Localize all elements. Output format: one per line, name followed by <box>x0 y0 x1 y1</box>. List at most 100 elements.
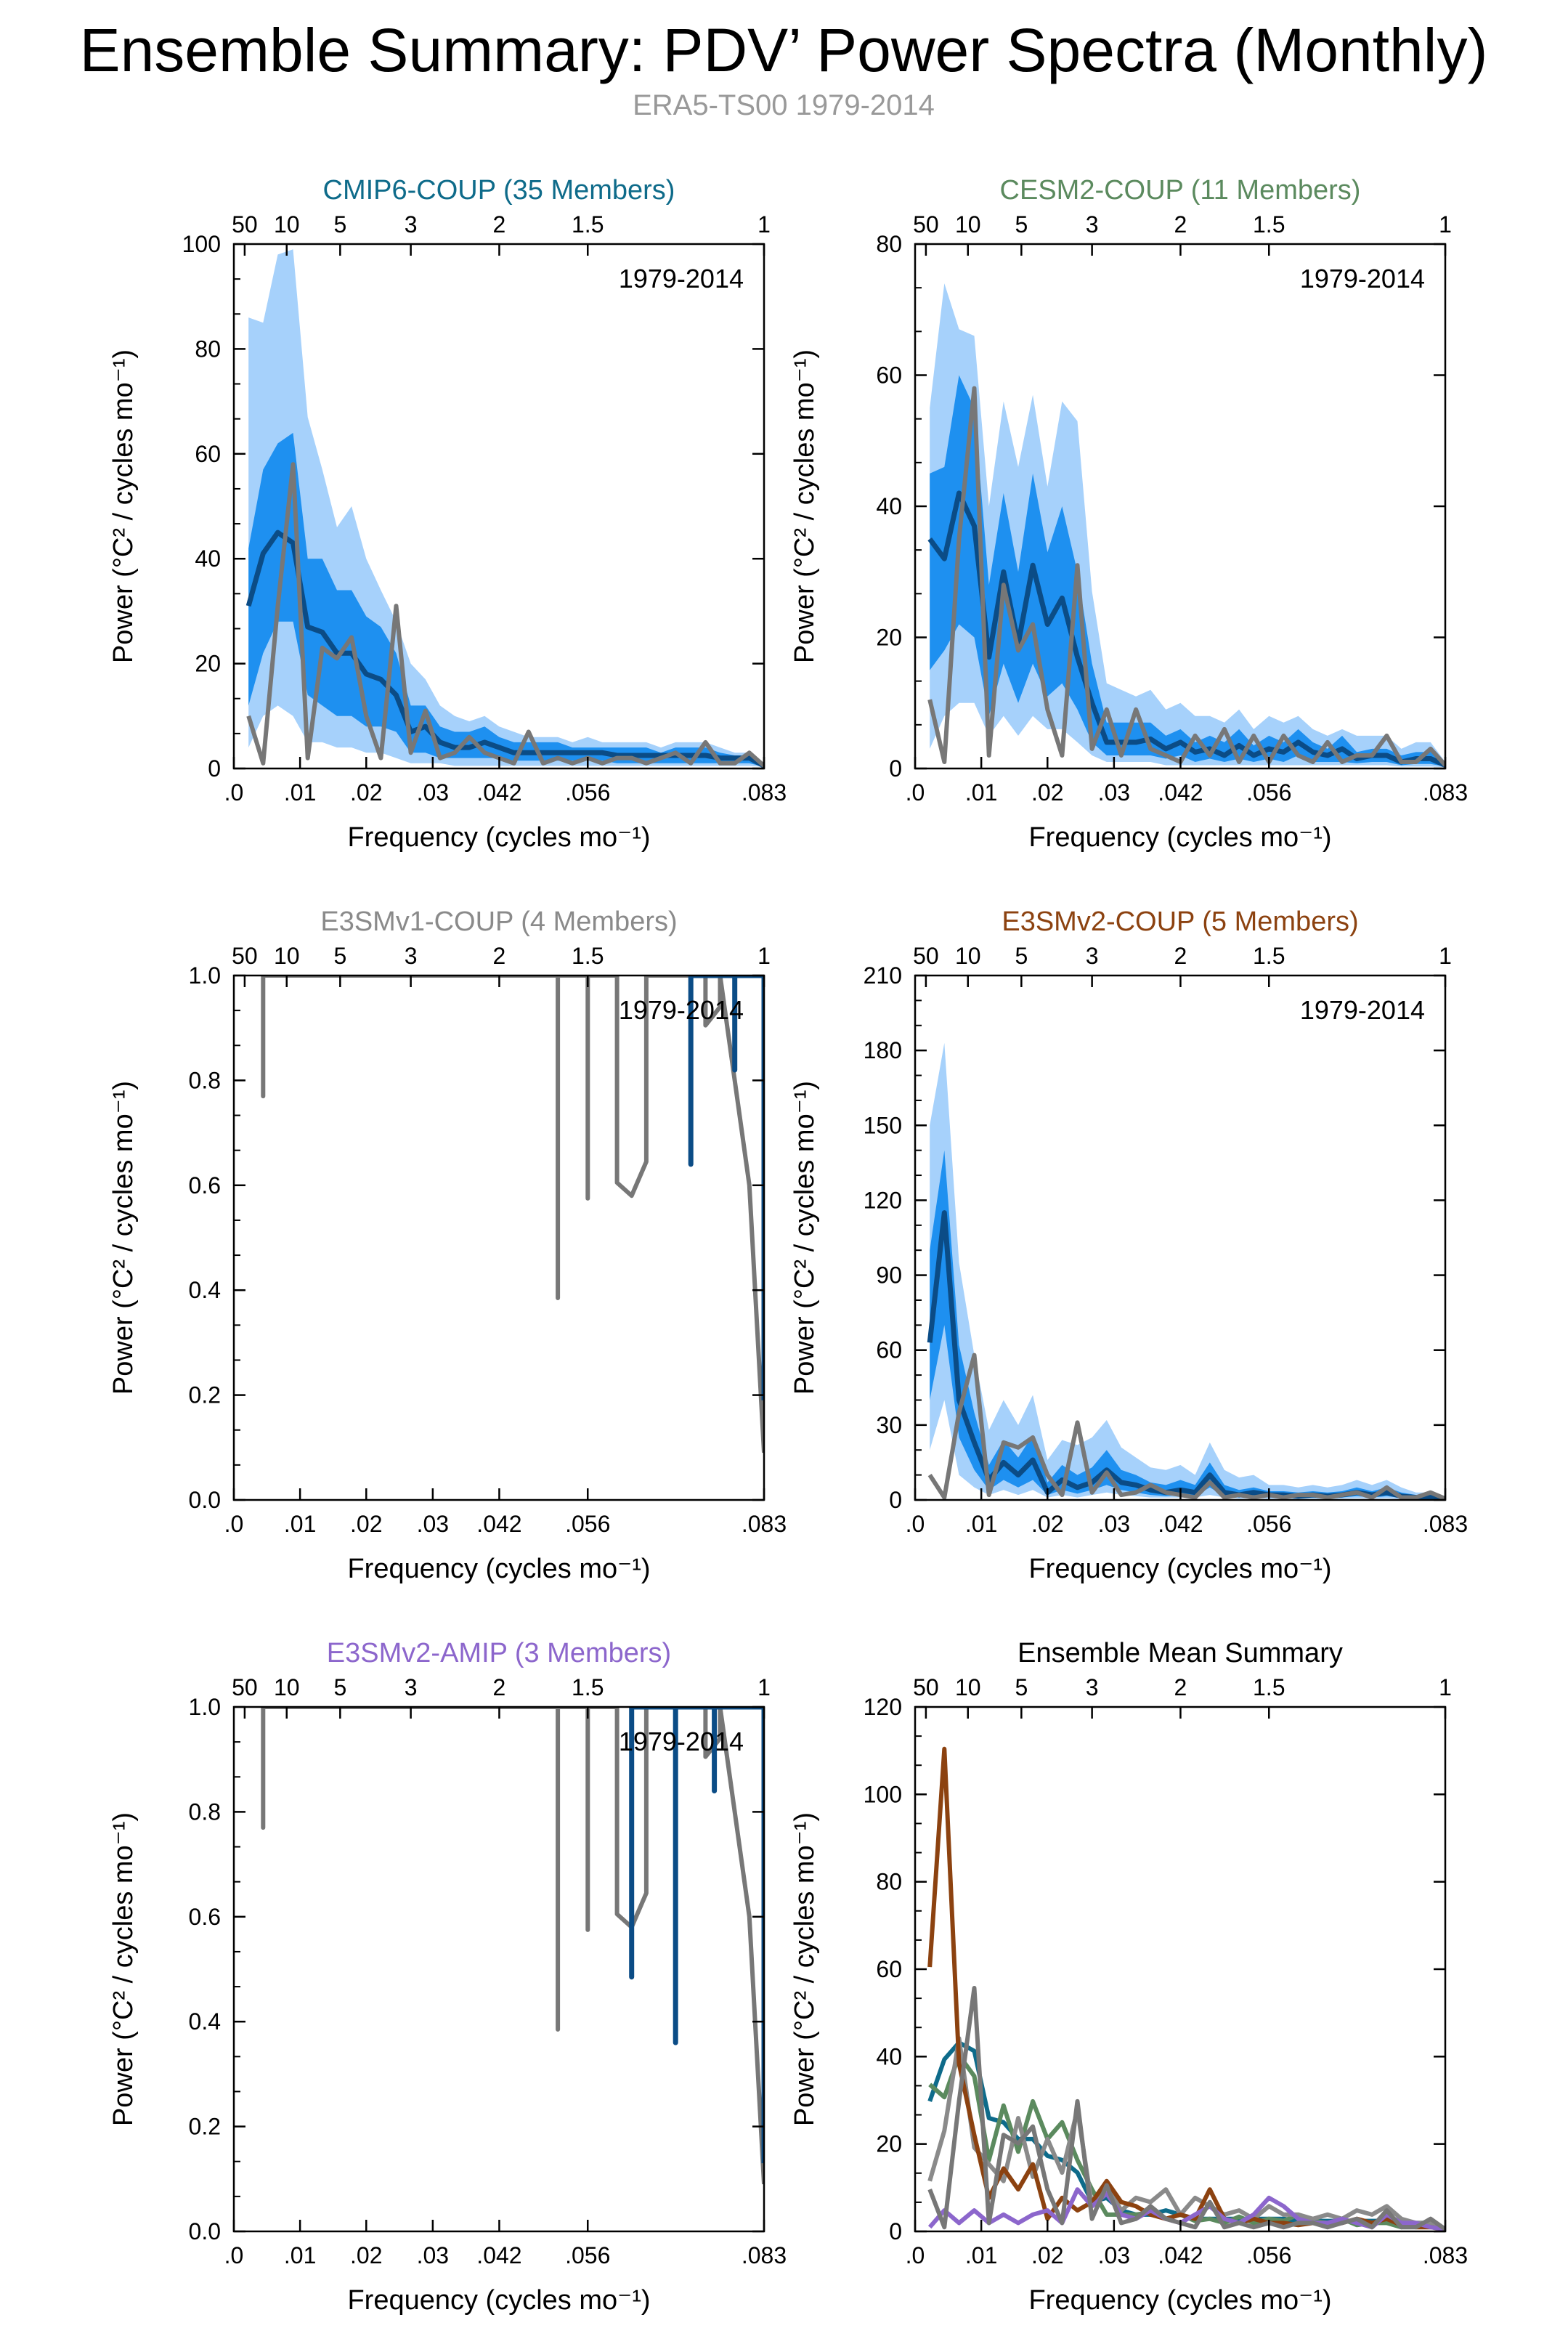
x-tick-label: .02 <box>1031 779 1063 806</box>
y-tick-label: 90 <box>876 1262 902 1289</box>
y-axis-label: Power (°C² / cycles mo⁻¹) <box>789 1812 820 2126</box>
x-tick-label: .03 <box>417 779 449 806</box>
plot-frame <box>914 1706 1447 2233</box>
top-tick-label: 1.5 <box>572 1674 604 1700</box>
top-tick-label: 50 <box>232 211 258 238</box>
y-axis-label: Power (°C² / cycles mo⁻¹) <box>108 349 139 663</box>
top-tick-label: 1.5 <box>1253 943 1285 969</box>
top-tick-label: 50 <box>232 943 258 969</box>
x-tick-label: .02 <box>350 1511 382 1537</box>
chart-panel-e3smv2_amip: 0.0 0.2 0.4 0.6 0.8 1.0 .0 .01 .02 .03 .042 .056 .08… <box>108 1638 787 2316</box>
spread-band-inner <box>248 432 764 767</box>
chart-panel-summary: 0 20 40 60 80 100 120 .0 .01 .02 .03 .042 .056 .083 50… <box>789 1638 1468 2316</box>
plot-area <box>927 1042 1445 1500</box>
x-tick-label: .01 <box>284 779 316 806</box>
y-tick-label: 20 <box>195 651 221 677</box>
plot-area <box>261 976 764 1453</box>
x-tick-label: .0 <box>906 779 925 806</box>
y-tick-label: 80 <box>876 231 902 257</box>
top-tick-label: 1 <box>757 1674 771 1700</box>
y-tick-label: 120 <box>864 1187 902 1213</box>
y-tick-label: 0.4 <box>189 2008 221 2035</box>
y-tick-label: 0.0 <box>189 1487 221 1513</box>
top-tick-label: 2 <box>493 211 506 238</box>
spread-band-outer <box>930 1042 1445 1500</box>
x-axis-label: Frequency (cycles mo⁻¹) <box>347 2285 650 2316</box>
x-tick-label: .042 <box>1158 1511 1203 1537</box>
y-tick-label: 0.8 <box>189 1798 221 1825</box>
series-line-e3smv2_amip <box>927 2187 1445 2231</box>
x-tick-label: .056 <box>565 2242 610 2268</box>
top-tick-label: 1.5 <box>1253 1674 1285 1700</box>
series-line-observed <box>261 976 764 1453</box>
period-label: 1979-2014 <box>619 995 744 1025</box>
y-tick-label: 0 <box>889 1487 902 1513</box>
series-line-ensemble_mean <box>629 1707 764 2164</box>
y-axis-label: Power (°C² / cycles mo⁻¹) <box>789 349 820 663</box>
x-tick-label: .0 <box>224 1511 244 1537</box>
x-tick-label: .083 <box>1423 1511 1468 1537</box>
y-tick-label: 180 <box>864 1037 902 1063</box>
figure-subtitle: ERA5-TS00 1979-2014 <box>633 89 935 121</box>
y-tick-label: 0 <box>889 2218 902 2244</box>
plot-frame <box>232 974 765 1501</box>
x-tick-label: .056 <box>1246 1511 1291 1537</box>
period-label: 1979-2014 <box>619 1727 744 1756</box>
x-tick-label: .0 <box>906 1511 925 1537</box>
y-tick-label: 0.8 <box>189 1067 221 1093</box>
top-tick-label: 10 <box>274 1674 300 1700</box>
y-tick-label: 60 <box>876 1337 902 1363</box>
series-line-ensemble_mean <box>688 976 764 1400</box>
x-tick-label: .056 <box>565 779 610 806</box>
x-tick-label: .083 <box>1423 2242 1468 2268</box>
x-tick-label: .042 <box>476 1511 521 1537</box>
top-tick-label: 3 <box>1086 211 1099 238</box>
spread-band-inner <box>930 375 1445 767</box>
y-tick-label: 0.0 <box>189 2218 221 2244</box>
x-axis-label: Frequency (cycles mo⁻¹) <box>347 1554 650 1584</box>
series-line-cesm2 <box>928 2053 1445 2231</box>
x-axis-label: Frequency (cycles mo⁻¹) <box>1028 822 1331 853</box>
y-tick-label: 40 <box>195 546 221 572</box>
top-tick-label: 5 <box>1015 211 1028 238</box>
x-tick-label: .02 <box>1031 2242 1063 2268</box>
top-tick-label: 10 <box>955 943 981 969</box>
plot-area <box>245 249 764 768</box>
x-tick-label: .01 <box>284 1511 316 1537</box>
top-tick-label: 10 <box>274 211 300 238</box>
y-tick-label: 150 <box>864 1112 902 1138</box>
y-tick-label: 0.4 <box>189 1277 221 1303</box>
top-tick-label: 1.5 <box>572 943 604 969</box>
x-tick-label: .042 <box>476 2242 521 2268</box>
top-tick-label: 1 <box>1439 211 1452 238</box>
top-tick-label: 1 <box>1439 1674 1452 1700</box>
top-tick-label: 1 <box>1439 943 1452 969</box>
plot-area <box>261 1707 764 2185</box>
top-tick-label: 2 <box>1174 1674 1187 1700</box>
x-tick-label: .083 <box>742 2242 787 2268</box>
top-tick-label: 5 <box>1015 1674 1028 1700</box>
period-label: 1979-2014 <box>1300 995 1425 1025</box>
top-tick-label: 3 <box>405 1674 418 1700</box>
top-tick-label: 1 <box>757 943 771 969</box>
top-tick-label: 1 <box>757 211 771 238</box>
x-tick-label: .056 <box>565 1511 610 1537</box>
x-axis-label: Frequency (cycles mo⁻¹) <box>347 822 650 853</box>
top-tick-label: 3 <box>1086 943 1099 969</box>
plot-area <box>927 283 1445 768</box>
x-tick-label: .01 <box>965 779 997 806</box>
y-tick-label: 60 <box>195 441 221 467</box>
series-line-observed <box>927 1352 1445 1500</box>
panel-title: E3SMv1-COUP (4 Members) <box>320 907 677 937</box>
y-tick-label: 40 <box>876 493 902 519</box>
x-tick-label: .03 <box>1098 1511 1130 1537</box>
x-axis-label: Frequency (cycles mo⁻¹) <box>1028 2285 1331 2316</box>
y-tick-label: 80 <box>876 1869 902 1895</box>
top-tick-label: 2 <box>493 943 506 969</box>
chart-panel-e3smv2_coup: 0306090120150180210.0.01.02.03.042.056.0… <box>789 907 1468 1584</box>
y-tick-label: 60 <box>876 362 902 389</box>
top-tick-label: 5 <box>1015 943 1028 969</box>
top-tick-label: 3 <box>1086 1674 1099 1700</box>
